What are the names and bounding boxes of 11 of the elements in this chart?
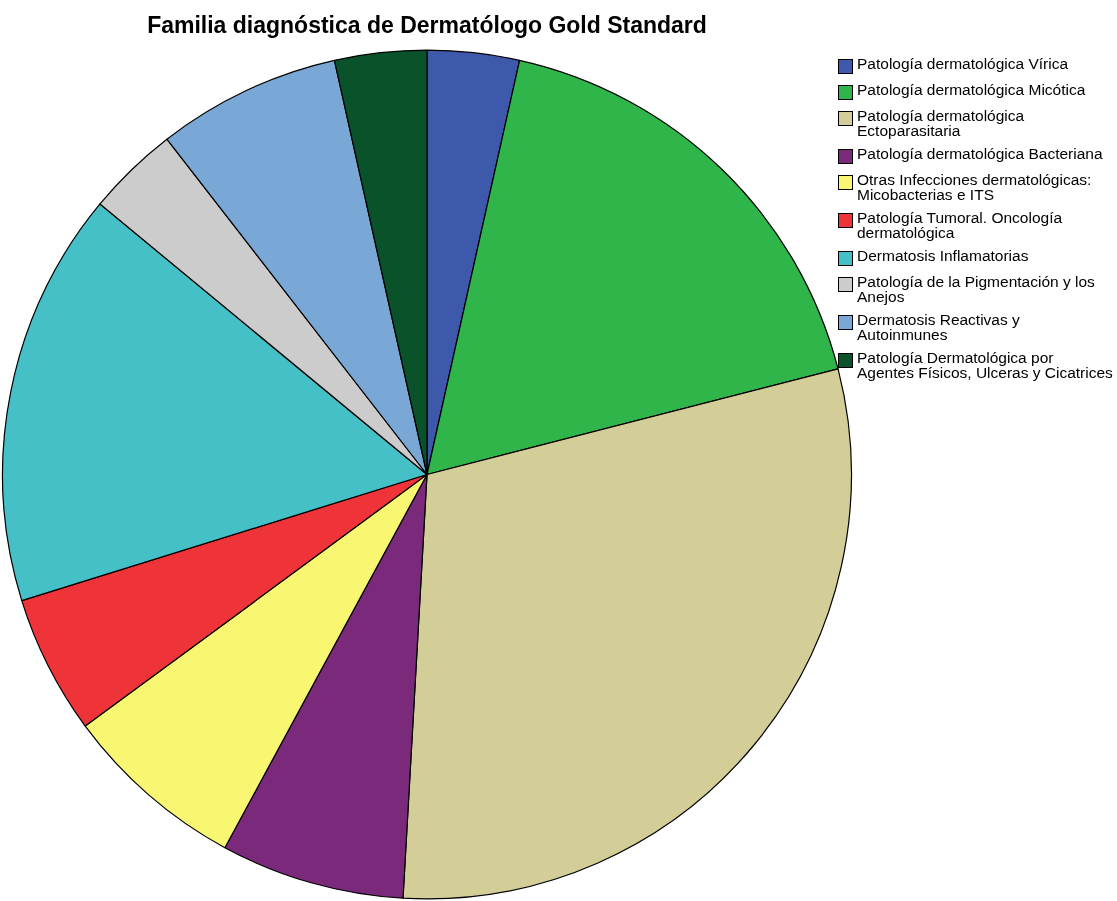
legend-label: Dermatosis Inflamatorias: [857, 247, 1029, 264]
legend-label: Patología Dermatológica por Agentes Físicos, Ulceras y Cicatrices: [857, 349, 1113, 381]
legend-label: Dermatosis Reactivas y Autoinmunes: [857, 311, 1021, 343]
legend-label: Patología dermatológica Bacteriana: [857, 145, 1103, 162]
legend-label: Patología dermatológica Micótica: [857, 81, 1086, 98]
chart-title: Familia diagnóstica de Dermatólogo Gold Standard: [146, 12, 708, 39]
legend-label: Patología Tumoral. Oncología dermatológica: [857, 209, 1064, 241]
legend-label: Patología dermatológica Vírica: [857, 55, 1069, 72]
legend-label: Otras Infecciones dermatológicas: Micobacterias e ITS: [857, 171, 1093, 203]
legend-label: Patología dermatológica Ectoparasitaria: [857, 107, 1026, 139]
legend-label: Patología de la Pigmentación y los Anejos: [857, 273, 1096, 305]
